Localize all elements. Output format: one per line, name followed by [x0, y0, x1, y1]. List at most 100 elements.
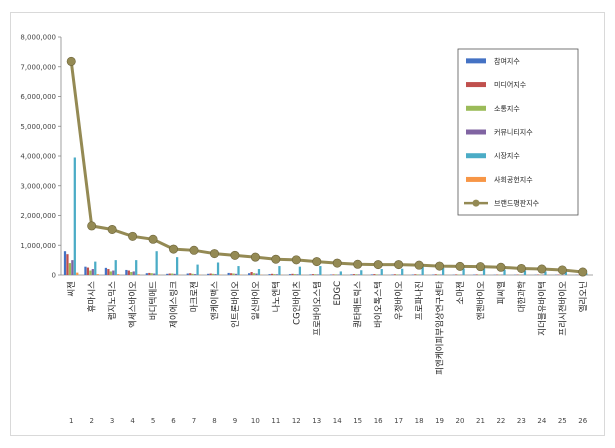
rank-label: 7 — [192, 417, 196, 425]
category-label: 지더블유바이텍 — [537, 281, 548, 336]
category-label: 랩지노믹스 — [107, 281, 118, 320]
y-tick-label: 6,000,000 — [20, 93, 56, 101]
category-label: 프로바이오스템 — [312, 281, 323, 336]
rank-label: 13 — [312, 417, 321, 425]
x-axis-labels: 씨젠 1 휴마시스 2 랩지노믹스 3 엑세스바이오 4 바디텍메드 5 제이에스링크 6 마크로젠 7 엔… — [67, 281, 589, 425]
legend-swatch — [466, 176, 486, 182]
category-label: 인트론바이오 — [230, 281, 241, 328]
category-label: 엘리오닌 — [579, 281, 589, 312]
bar — [117, 274, 120, 275]
category-label: 씨젠 — [67, 281, 77, 297]
category-label: 피씨엘 — [497, 281, 507, 305]
bar — [73, 157, 76, 275]
bar — [214, 274, 217, 275]
legend-label: 참여지수 — [494, 56, 520, 65]
bar — [68, 263, 72, 275]
bar — [232, 273, 235, 275]
bar — [360, 270, 363, 275]
rank-label: 21 — [476, 417, 485, 425]
category-label: 엔케이맥스 — [209, 281, 220, 320]
bar — [109, 271, 112, 275]
line-marker — [250, 252, 260, 262]
rank-label: 24 — [537, 417, 546, 425]
line-marker — [66, 56, 76, 66]
legend-label: 브랜드평판지수 — [494, 199, 540, 208]
bar — [352, 274, 356, 275]
bar — [309, 274, 312, 275]
bar — [86, 267, 90, 275]
legend-swatch — [466, 82, 486, 88]
chart-frame: 0 1,000,000 2,000,000 3,000,000 4,000,000 5,0… — [10, 12, 605, 436]
bar — [482, 268, 486, 275]
bar — [186, 273, 189, 275]
bar — [401, 268, 404, 275]
rank-label: 22 — [496, 417, 505, 425]
bar — [503, 269, 506, 275]
y-tick-label: 4,000,000 — [20, 153, 56, 161]
bar — [107, 269, 110, 275]
bar — [355, 274, 358, 275]
category-label: CG인바이츠 — [291, 281, 302, 325]
line-marker — [148, 234, 158, 244]
bar — [234, 273, 238, 275]
bar — [168, 273, 171, 275]
category-label: 대한과학 — [516, 281, 527, 312]
category-label: 프로파나진 — [414, 281, 425, 320]
bar-series — [63, 157, 590, 275]
legend-label: 미디어지수 — [494, 80, 527, 89]
bar — [191, 273, 194, 275]
category-label: 나노엔텍 — [271, 281, 282, 312]
category-label: 엑세스바이오 — [128, 281, 139, 328]
bar — [434, 274, 437, 275]
bar — [455, 274, 458, 275]
rank-label: 1 — [69, 417, 73, 425]
bar — [76, 272, 79, 275]
category-label: 우정바이오 — [394, 281, 405, 320]
bar — [196, 264, 199, 275]
bar — [332, 274, 335, 275]
bar — [288, 274, 292, 275]
rank-label: 11 — [271, 417, 280, 425]
bar — [189, 273, 192, 275]
bar — [216, 262, 220, 275]
bar — [125, 269, 128, 275]
legend-swatch — [466, 129, 486, 135]
rank-label: 26 — [578, 417, 587, 425]
bar — [209, 273, 212, 275]
y-tick-label: 5,000,000 — [20, 123, 56, 131]
bar — [523, 270, 527, 275]
line-marker — [353, 259, 363, 269]
bar — [375, 274, 378, 275]
bar — [212, 273, 215, 275]
category-label: 소마젠 — [456, 281, 466, 305]
y-tick-label: 1,000,000 — [20, 242, 56, 250]
category-label: 바이오톡스텍 — [373, 281, 384, 328]
bar — [421, 266, 424, 275]
legend-swatch — [466, 105, 486, 111]
bar — [112, 270, 115, 275]
legend-label: 소통지수 — [494, 104, 520, 113]
y-tick-label: 0 — [52, 272, 56, 280]
rank-label: 8 — [212, 417, 216, 425]
bar — [275, 274, 279, 275]
bar — [462, 268, 465, 275]
bar — [270, 273, 274, 275]
rank-label: 16 — [374, 417, 383, 425]
bar — [84, 266, 87, 275]
bar — [148, 272, 151, 275]
bar — [127, 270, 130, 275]
bar — [153, 273, 156, 275]
rank-label: 20 — [456, 417, 465, 425]
bar — [89, 270, 92, 275]
bar — [91, 269, 94, 275]
bar — [71, 260, 74, 275]
category-label: 피엔케이피부임상연구센타 — [435, 281, 446, 375]
bar — [63, 251, 67, 275]
rank-label: 12 — [292, 417, 301, 425]
bar — [334, 274, 338, 275]
bar — [437, 274, 440, 275]
line-marker — [394, 260, 404, 270]
line-marker — [87, 221, 97, 231]
bar — [94, 261, 97, 275]
